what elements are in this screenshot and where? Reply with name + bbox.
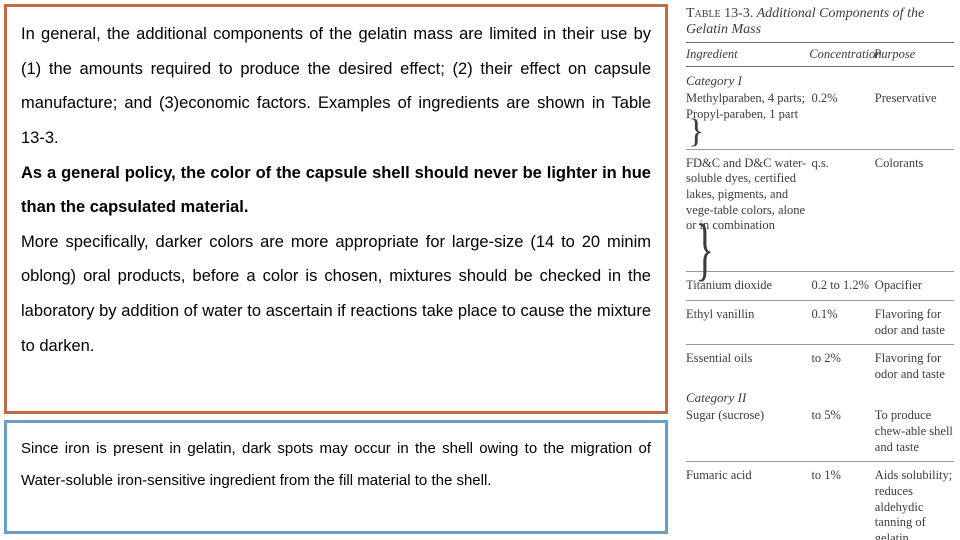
cell-concentration: to 1%	[811, 468, 874, 540]
cell-concentration: to 5%	[811, 408, 874, 455]
table-row: Methylparaben, 4 parts; Propyl-paraben, …	[680, 89, 960, 145]
table-title: Table 13-3. Additional Components of the…	[680, 0, 960, 40]
cell-ingredient: Sugar (sucrose)	[686, 408, 811, 455]
category-2-rows: Sugar (sucrose)to 5%To produce chew-able…	[680, 406, 960, 540]
category-1-label: Category I	[680, 67, 960, 89]
table-number: Table 13-3.	[686, 6, 753, 21]
brace-icon: }	[688, 122, 704, 142]
paragraph-3: More specifically, darker colors are mor…	[21, 225, 651, 364]
cell-concentration: 0.2%	[811, 91, 874, 143]
col-header-purpose: Purpose	[874, 47, 954, 62]
cell-concentration: 0.1%	[811, 307, 874, 338]
category-2-label: Category II	[680, 384, 960, 406]
cell-concentration: q.s.	[811, 156, 874, 266]
table-row: Fumaric acidto 1%Aids solubility; reduce…	[680, 466, 960, 540]
table-row: Ethyl vanillin0.1%Flavoring for odor and…	[680, 305, 960, 340]
table-row: Titanium dioxide0.2 to 1.2%Opacifier	[680, 276, 960, 296]
table-header-row: Ingredient Concentration Purpose	[680, 43, 960, 64]
row-separator	[686, 300, 954, 301]
table-row: Sugar (sucrose)to 5%To produce chew-able…	[680, 406, 960, 457]
page-root: In general, the additional components of…	[0, 0, 960, 540]
row-separator	[686, 149, 954, 150]
table-panel: Table 13-3. Additional Components of the…	[680, 0, 960, 540]
row-separator	[686, 344, 954, 345]
paragraph-4: Since iron is present in gelatin, dark s…	[21, 433, 651, 496]
table-row: Essential oilsto 2%Flavoring for odor an…	[680, 349, 960, 384]
cell-ingredient: Essential oils	[686, 351, 811, 382]
cell-purpose: Flavoring for odor and taste	[875, 307, 954, 338]
cell-ingredient: Fumaric acid	[686, 468, 811, 540]
cell-concentration: to 2%	[811, 351, 874, 382]
cell-ingredient: Ethyl vanillin	[686, 307, 811, 338]
col-header-ingredient: Ingredient	[686, 47, 809, 62]
cell-concentration: 0.2 to 1.2%	[811, 278, 874, 294]
text-box-2: Since iron is present in gelatin, dark s…	[4, 420, 668, 534]
table-row: FD&C and D&C water-soluble dyes, certifi…	[680, 154, 960, 268]
cell-purpose: To produce chew-able shell and taste	[875, 408, 954, 455]
cell-purpose: Aids solubility; reduces aldehydic tanni…	[875, 468, 954, 540]
paragraph-3-text: More specifically, darker colors are mor…	[21, 233, 651, 355]
row-separator	[686, 271, 954, 272]
cell-purpose: Opacifier	[875, 278, 954, 294]
category-1-rows: Methylparaben, 4 parts; Propyl-paraben, …	[680, 89, 960, 384]
text-box-1: In general, the additional components of…	[4, 4, 668, 414]
brace-icon: }	[696, 234, 714, 266]
col-header-concentration: Concentration	[809, 47, 873, 62]
cell-purpose: Colorants	[875, 156, 954, 266]
cell-purpose: Flavoring for odor and taste	[875, 351, 954, 382]
paragraph-2-text: As a general policy, the color of the ca…	[21, 164, 651, 217]
paragraph-4-text: Since iron is present in gelatin, dark s…	[21, 440, 651, 489]
paragraph-1: In general, the additional components of…	[21, 17, 651, 156]
row-separator	[686, 461, 954, 462]
cell-purpose: Preservative	[875, 91, 954, 143]
cell-ingredient: FD&C and D&C water-soluble dyes, certifi…	[686, 156, 811, 266]
left-column: In general, the additional components of…	[0, 0, 680, 540]
paragraph-2-bold: As a general policy, the color of the ca…	[21, 156, 651, 225]
cell-ingredient: Methylparaben, 4 parts; Propyl-paraben, …	[686, 91, 811, 143]
paragraph-1-text: In general, the additional components of…	[21, 25, 651, 147]
